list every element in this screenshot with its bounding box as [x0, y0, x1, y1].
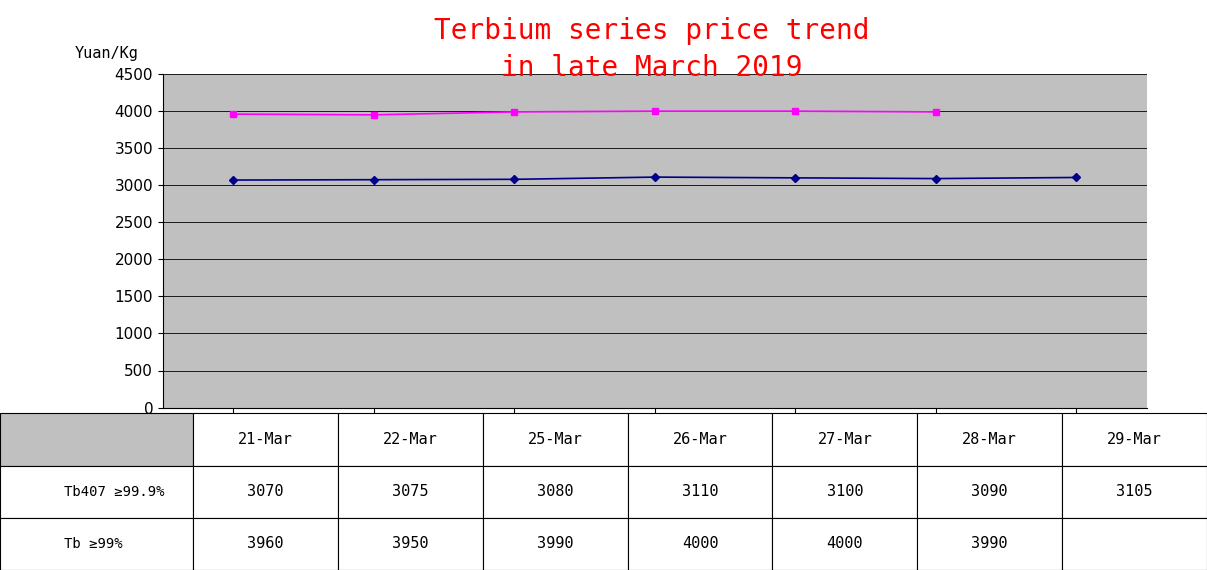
Text: Tb407 ≥99.9%: Tb407 ≥99.9%	[64, 484, 164, 499]
Tb ≥99%	[507, 108, 521, 115]
Text: 4000: 4000	[682, 536, 718, 551]
Text: 4000: 4000	[827, 536, 863, 551]
Text: 3950: 3950	[392, 536, 428, 551]
Text: 3075: 3075	[392, 484, 428, 499]
Text: 3960: 3960	[247, 536, 284, 551]
Text: 22-Mar: 22-Mar	[383, 432, 438, 447]
Line: Tb407 ≥99.9%: Tb407 ≥99.9%	[231, 174, 1079, 183]
Tb407 ≥99.9%	[788, 174, 803, 181]
Text: 3070: 3070	[247, 484, 284, 499]
Text: 3100: 3100	[827, 484, 863, 499]
Text: 27-Mar: 27-Mar	[817, 432, 873, 447]
Text: Terbium series price trend
in late March 2019: Terbium series price trend in late March…	[435, 17, 869, 82]
Tb ≥99%	[788, 108, 803, 115]
Tb407 ≥99.9%	[367, 176, 381, 183]
Tb407 ≥99.9%	[647, 174, 661, 181]
Text: Tb ≥99%: Tb ≥99%	[64, 537, 122, 551]
Tb ≥99%	[367, 112, 381, 119]
Text: 3110: 3110	[682, 484, 718, 499]
Text: 3090: 3090	[972, 484, 1008, 499]
Tb407 ≥99.9%	[226, 177, 240, 184]
Text: 28-Mar: 28-Mar	[962, 432, 1018, 447]
Text: 3990: 3990	[972, 536, 1008, 551]
Tb407 ≥99.9%	[928, 175, 943, 182]
Text: 21-Mar: 21-Mar	[238, 432, 293, 447]
Tb407 ≥99.9%	[1069, 174, 1084, 181]
Text: 26-Mar: 26-Mar	[672, 432, 728, 447]
Tb ≥99%	[226, 111, 240, 117]
Text: 3990: 3990	[537, 536, 573, 551]
Text: Date: Date	[1156, 429, 1193, 443]
Text: Yuan/Kg: Yuan/Kg	[75, 46, 139, 61]
Text: 29-Mar: 29-Mar	[1107, 432, 1162, 447]
Tb ≥99%	[928, 108, 943, 115]
Text: 3105: 3105	[1116, 484, 1153, 499]
Tb ≥99%	[647, 108, 661, 115]
Text: 25-Mar: 25-Mar	[527, 432, 583, 447]
Tb407 ≥99.9%	[507, 176, 521, 183]
Line: Tb ≥99%: Tb ≥99%	[231, 108, 939, 117]
Text: 3080: 3080	[537, 484, 573, 499]
